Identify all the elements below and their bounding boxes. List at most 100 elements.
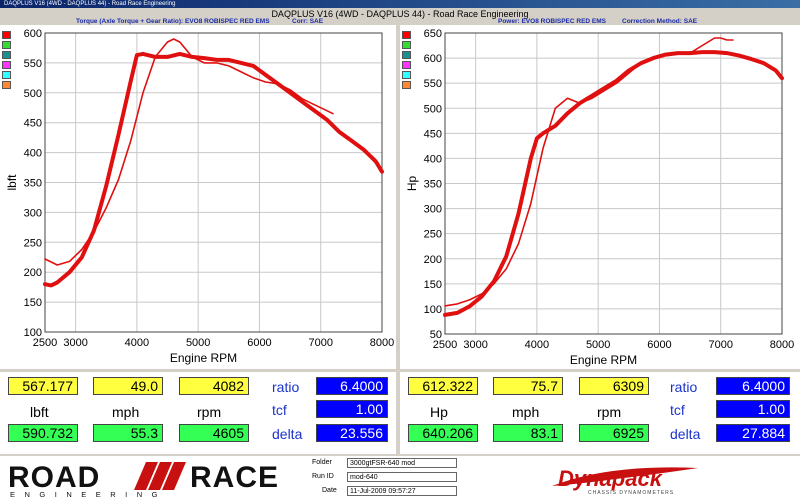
torque-y-tick-label: 250 <box>24 237 42 249</box>
road-race-engineering-logo: ROAD RACE ENGINEERING <box>8 461 279 498</box>
folder-label: Folder <box>312 459 332 466</box>
power-x-tick-label: 6000 <box>647 339 671 351</box>
left-peak-mph-value: 49.0 <box>93 377 163 395</box>
logo-engineering-text: ENGINEERING <box>10 490 167 498</box>
right-unit-hp: Hp <box>430 404 448 420</box>
right-delta-label: delta <box>670 426 701 442</box>
right-max-mph-value: 83.1 <box>493 424 563 442</box>
right-tcf-value: 1.00 <box>716 400 790 418</box>
power-x-tick-label: 5000 <box>586 339 610 351</box>
torque-y-tick-label: 100 <box>24 327 42 339</box>
torque-y-tick-label: 350 <box>24 178 42 190</box>
right-series-swatches <box>402 31 411 89</box>
left-max-rpm-value: 4605 <box>179 424 249 442</box>
runid-label: Run ID <box>312 473 334 480</box>
torque-y-tick-label: 150 <box>24 297 42 309</box>
left-delta-value: 23.556 <box>316 424 388 442</box>
series-swatch-left-4[interactable] <box>2 71 11 79</box>
torque-y-tick-label: 500 <box>24 88 42 100</box>
right-readout-panel: 612.322 75.7 6309 Hp mph rpm 640.206 83.… <box>400 372 800 454</box>
series-swatch-right-2[interactable] <box>402 51 411 59</box>
series-swatch-right-5[interactable] <box>402 81 411 89</box>
series-swatch-left-5[interactable] <box>2 81 11 89</box>
power-x-tick-label: 8000 <box>770 339 794 351</box>
dynapack-logo: Dynapack CHASSIS DYNAMOMETERS <box>552 466 698 496</box>
date-value: 11-Jul-2009 09:57:27 <box>347 486 457 496</box>
runid-value: mod-640 <box>347 472 457 482</box>
power-x-axis-label: Engine RPM <box>570 353 637 367</box>
torque-y-tick-label: 450 <box>24 118 42 130</box>
torque-x-tick-label: 4000 <box>125 337 149 349</box>
left-chart-subtitle: Torque (Axle Torque + Gear Ratio): EVO8 … <box>76 18 270 25</box>
right-peak-mph-value: 75.7 <box>493 377 563 395</box>
logo-race-text: RACE <box>190 461 279 494</box>
torque-series-line-0 <box>43 51 384 288</box>
torque-y-axis-label: lbft <box>5 174 19 191</box>
left-tcf-label: tcf <box>272 402 287 418</box>
right-delta-value: 27.884 <box>716 424 790 442</box>
left-series-swatches <box>2 31 11 89</box>
torque-y-tick-label: 550 <box>24 58 42 70</box>
right-max-rpm-value: 6925 <box>579 424 649 442</box>
left-unit-mph: mph <box>112 404 140 420</box>
series-swatch-right-0[interactable] <box>402 31 411 39</box>
power-x-tick-label: 7000 <box>708 339 732 351</box>
torque-series-line-1 <box>44 38 334 266</box>
torque-x-tick-label: 8000 <box>370 337 394 349</box>
right-max-power-value: 640.206 <box>408 424 478 442</box>
series-swatch-right-1[interactable] <box>402 41 411 49</box>
right-chart-subtitle: Power: EVO8 ROBISPEC RED EMS <box>498 18 606 25</box>
right-ratio-label: ratio <box>670 379 698 395</box>
power-plot-frame <box>444 32 783 335</box>
logo-slash-2 <box>148 462 172 490</box>
series-swatch-left-1[interactable] <box>2 41 11 49</box>
left-ratio-label: ratio <box>272 379 300 395</box>
logo-slash-1 <box>134 462 158 490</box>
left-tcf-value: 1.00 <box>316 400 388 418</box>
power-y-tick-label: 500 <box>424 103 442 115</box>
left-max-mph-value: 55.3 <box>93 424 163 442</box>
dynapack-swoosh-icon <box>552 467 698 486</box>
date-label: Date <box>322 487 337 494</box>
torque-x-tick-label: 3000 <box>63 337 87 349</box>
series-swatch-right-4[interactable] <box>402 71 411 79</box>
power-series-line-1 <box>444 37 734 307</box>
series-swatch-right-3[interactable] <box>402 61 411 69</box>
series-swatch-left-3[interactable] <box>2 61 11 69</box>
power-chart: 2500 3000 4000 5000 6000 7000 8000 50 100 150 200 2… <box>400 25 800 369</box>
footer-bar: ROAD RACE ENGINEERING Folder 3000gtFSR-6… <box>0 456 800 500</box>
torque-y-tick-label: 300 <box>24 207 42 219</box>
page-title: DAQPLUS V16 (4WD - DAQPLUS 44) - Road Ra… <box>271 9 529 19</box>
window-titlebar: DAQPLUS V16 (4WD - DAQPLUS 44) - Road Ra… <box>0 0 800 8</box>
power-x-tick-label: 2500 <box>433 339 457 351</box>
power-y-tick-label: 650 <box>424 28 442 40</box>
torque-x-tick-label: 7000 <box>308 337 332 349</box>
logo-slash-3 <box>162 462 186 490</box>
right-peak-power-value: 612.322 <box>408 377 478 395</box>
power-y-tick-label: 600 <box>424 53 442 65</box>
torque-y-tick-label: 400 <box>24 148 42 160</box>
power-y-tick-label: 550 <box>424 78 442 90</box>
dynapack-subtitle: CHASSIS DYNAMOMETERS <box>588 490 674 496</box>
left-readout-panel: 567.177 49.0 4082 lbft mph rpm 590.732 5… <box>0 372 396 454</box>
power-y-tick-label: 300 <box>424 204 442 216</box>
right-peak-rpm-value: 6309 <box>579 377 649 395</box>
left-unit-lbft: lbft <box>30 404 49 420</box>
torque-x-tick-label: 6000 <box>247 337 271 349</box>
series-swatch-left-0[interactable] <box>2 31 11 39</box>
left-peak-torque-value: 567.177 <box>8 377 78 395</box>
power-y-tick-label: 350 <box>424 179 442 191</box>
torque-y-tick-label: 200 <box>24 267 42 279</box>
left-peak-rpm-value: 4082 <box>179 377 249 395</box>
torque-x-axis-label: Engine RPM <box>170 351 237 365</box>
torque-x-tick-label: 2500 <box>33 337 57 349</box>
power-y-tick-label: 400 <box>424 153 442 165</box>
power-y-axis-label: Hp <box>405 176 419 192</box>
power-y-tick-label: 100 <box>424 304 442 316</box>
series-swatch-left-2[interactable] <box>2 51 11 59</box>
right-unit-rpm: rpm <box>597 404 622 420</box>
right-chart-correction: Correction Method: SAE <box>622 18 698 25</box>
torque-y-tick-label: 600 <box>24 28 42 40</box>
torque-x-tick-label: 5000 <box>186 337 210 349</box>
